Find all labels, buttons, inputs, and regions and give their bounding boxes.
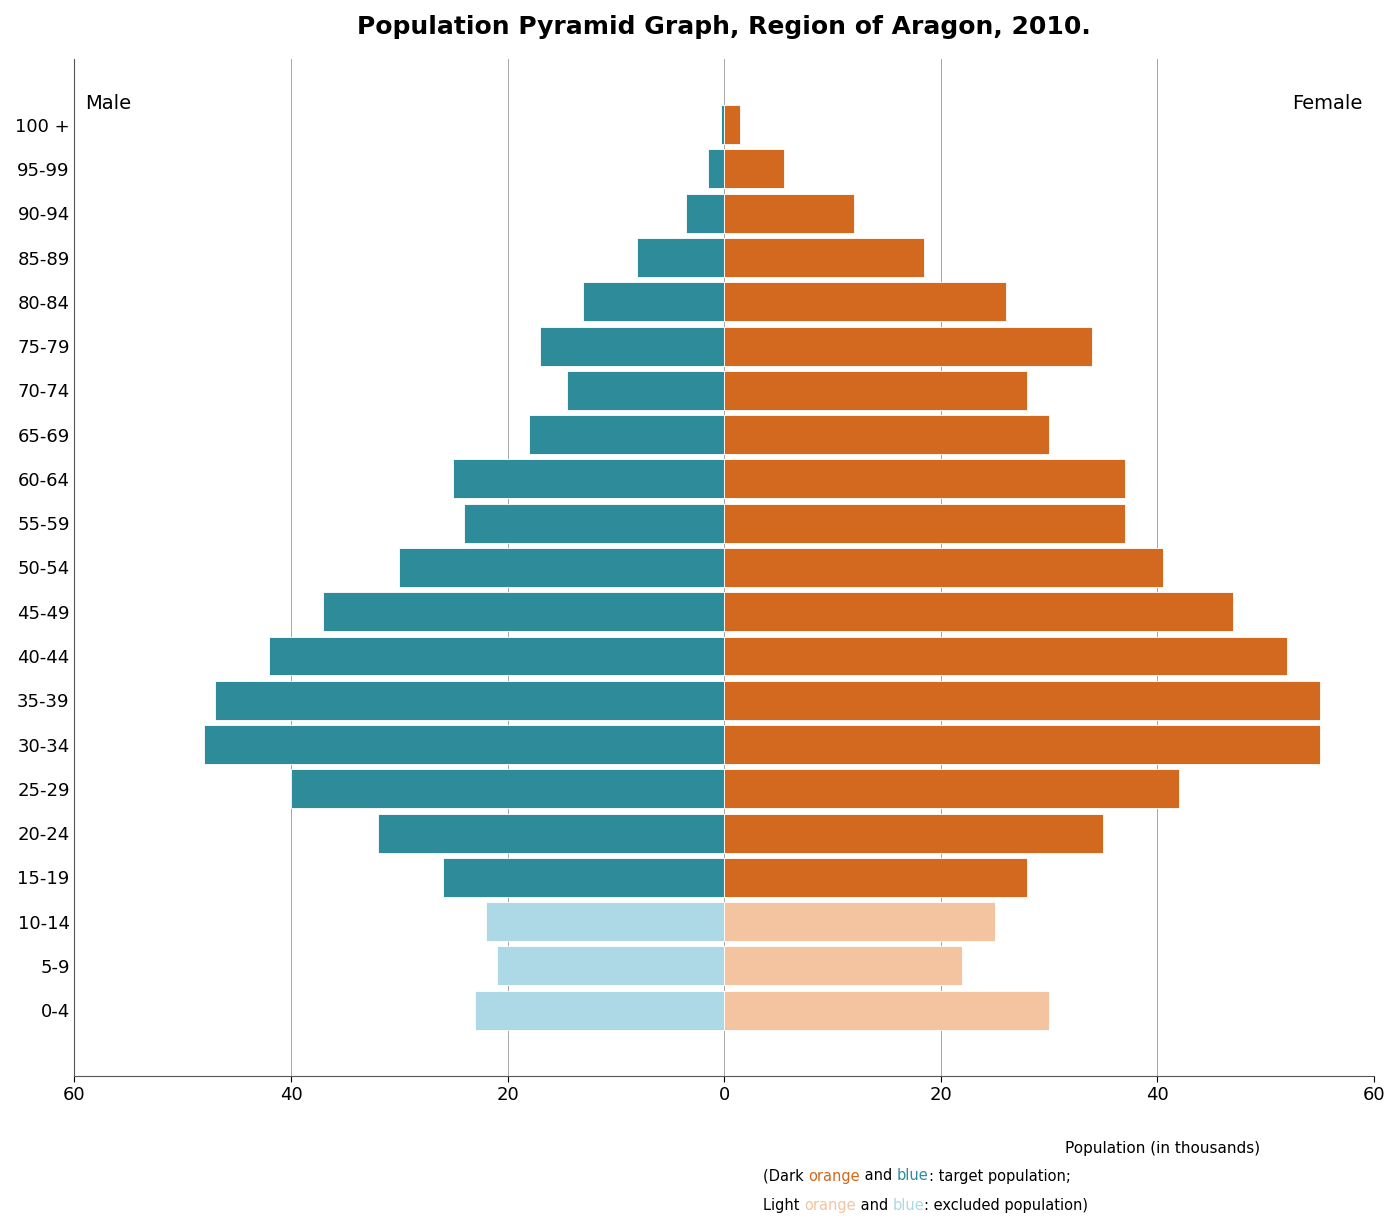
Bar [216, 680, 724, 720]
Bar [724, 547, 1162, 587]
Bar [454, 460, 724, 498]
Bar [724, 283, 1005, 321]
Bar [486, 902, 724, 941]
Bar [724, 194, 854, 232]
Bar [475, 990, 724, 1030]
Text: : excluded population): : excluded population) [924, 1198, 1088, 1213]
Text: blue: blue [897, 1168, 928, 1183]
Bar [724, 680, 1320, 720]
Bar [567, 371, 724, 410]
Text: Population (in thousands): Population (in thousands) [1065, 1141, 1260, 1156]
Bar [637, 239, 724, 277]
Bar [724, 724, 1320, 764]
Bar [686, 194, 724, 232]
Text: (Dark: (Dark [763, 1168, 808, 1183]
Bar [540, 327, 724, 365]
Text: Male: Male [85, 93, 132, 113]
Text: and: and [855, 1198, 893, 1213]
Bar [724, 813, 1103, 852]
Bar [465, 504, 724, 542]
Bar [724, 902, 995, 941]
Bar [724, 857, 1028, 897]
Bar [399, 547, 724, 587]
Bar [708, 150, 724, 188]
Bar [269, 636, 724, 675]
Bar [724, 946, 962, 985]
Bar [724, 150, 784, 188]
Bar [724, 416, 1049, 454]
Bar [724, 460, 1124, 498]
Bar [378, 813, 724, 852]
Text: blue: blue [893, 1198, 924, 1213]
Text: : target population;: : target population; [928, 1168, 1071, 1183]
Bar [724, 769, 1179, 808]
Text: Light: Light [763, 1198, 804, 1213]
Bar [291, 769, 724, 808]
Bar [724, 990, 1049, 1030]
Text: orange: orange [804, 1198, 855, 1213]
Bar [323, 592, 724, 631]
Bar [721, 106, 724, 144]
Bar [204, 724, 724, 764]
Bar [442, 857, 724, 897]
Bar [724, 504, 1124, 542]
Text: orange: orange [808, 1168, 860, 1183]
Title: Population Pyramid Graph, Region of Aragon, 2010.: Population Pyramid Graph, Region of Arag… [357, 15, 1091, 39]
Bar [724, 327, 1092, 365]
Text: Female: Female [1292, 93, 1362, 113]
Bar [724, 636, 1287, 675]
Bar [724, 106, 741, 144]
Bar [497, 946, 724, 985]
Bar [724, 239, 924, 277]
Bar [724, 592, 1233, 631]
Text: and: and [860, 1168, 897, 1183]
Bar [724, 371, 1028, 410]
Bar [584, 283, 724, 321]
Bar [529, 416, 724, 454]
